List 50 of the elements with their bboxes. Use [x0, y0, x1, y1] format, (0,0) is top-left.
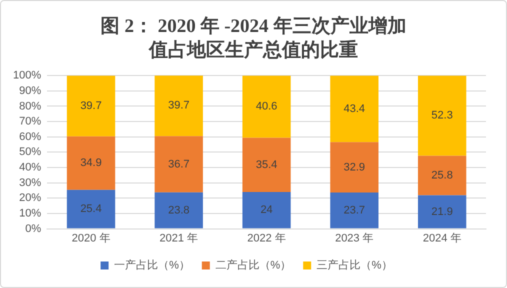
bar: [242, 76, 291, 138]
data-label: 32.9: [344, 161, 366, 174]
bar: [66, 190, 116, 228]
bar: [66, 76, 116, 136]
data-label: 39.7: [168, 100, 190, 112]
y-tick-label: 70%: [19, 116, 42, 128]
bar: [330, 142, 378, 192]
y-tick-label: 100%: [12, 70, 42, 82]
bar: [66, 136, 116, 190]
bar: [418, 156, 466, 196]
x-tick-label: 2021 年: [160, 232, 198, 244]
legend-label: 一产占比（%）: [114, 258, 190, 272]
data-label: 39.7: [80, 100, 102, 112]
x-tick-label: 2024 年: [422, 232, 462, 244]
data-label: 40.6: [256, 100, 278, 113]
data-label: 52.3: [431, 110, 453, 122]
y-tick-label: 30%: [19, 176, 42, 189]
x-tick-label: 2023 年: [335, 232, 374, 244]
bar: [154, 192, 203, 228]
data-label: 43.4: [344, 102, 366, 115]
bar: [418, 195, 466, 228]
bar: [154, 76, 203, 136]
chart-title: 图 2： 2020 年 -2024 年三次产业增加值占地区生产总值的比重: [100, 15, 408, 63]
data-label: 23.8: [168, 204, 190, 216]
data-label: 24: [260, 204, 273, 216]
y-tick-label: 0%: [25, 222, 42, 235]
y-tick-label: 20%: [19, 192, 42, 204]
y-tick-label: 40%: [19, 162, 42, 174]
data-label: 25.8: [431, 170, 453, 182]
bar: [418, 76, 466, 156]
data-label: 25.4: [80, 203, 102, 216]
bar: [154, 136, 203, 192]
y-tick-label: 90%: [19, 84, 42, 97]
x-tick-label: 2020 年: [72, 232, 110, 244]
bar: [242, 192, 291, 228]
data-label: 23.7: [344, 204, 366, 216]
data-label: 35.4: [256, 158, 278, 171]
bar: [242, 138, 291, 192]
x-tick-label: 2022 年: [247, 232, 286, 244]
data-label: 34.9: [80, 157, 102, 170]
y-tick-label: 80%: [19, 100, 42, 112]
y-tick-label: 50%: [19, 146, 42, 158]
bar: [330, 192, 378, 228]
data-label: 21.9: [431, 206, 453, 218]
bar: [330, 76, 378, 142]
y-tick-label: 10%: [19, 208, 42, 220]
legend-label: 三产占比（%）: [316, 258, 392, 272]
legend-label: 二产占比（%）: [215, 258, 292, 272]
y-tick-label: 60%: [19, 130, 42, 143]
data-label: 36.7: [168, 158, 190, 170]
